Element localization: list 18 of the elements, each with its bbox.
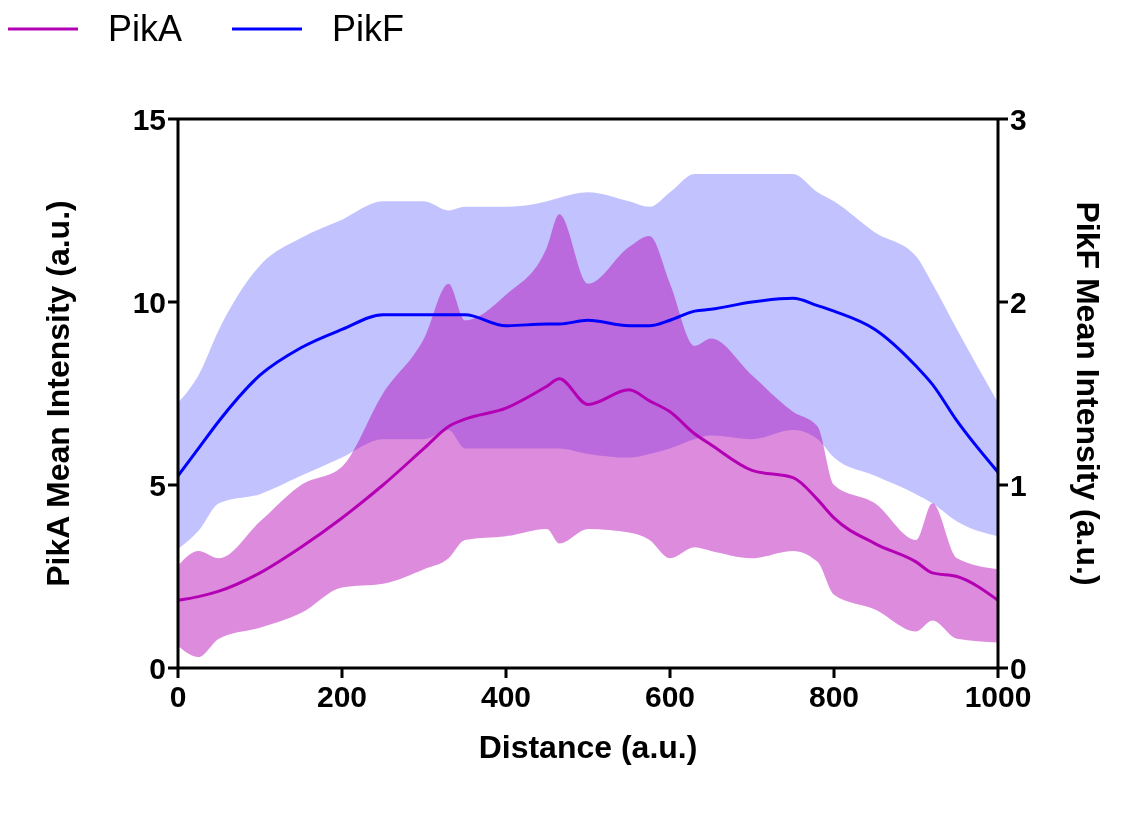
x-tick-label: 200 (316, 680, 368, 714)
y-tick-label: 15 (132, 102, 166, 136)
x-tick-label: 800 (808, 680, 860, 714)
x-tick-label: 600 (644, 680, 696, 714)
y2-tick-label: 1 (1010, 468, 1027, 502)
y-tick-label: 0 (149, 651, 166, 685)
line-series (178, 296, 998, 478)
y-axis-title: PikA Mean Intensity (a.u.) (40, 200, 77, 587)
line-series (178, 377, 998, 602)
y-tick-label: 5 (149, 468, 166, 502)
x-tick-label: 400 (480, 680, 532, 714)
x-axis-title: Distance (a.u.) (478, 729, 698, 765)
y2-tick-label: 2 (1010, 285, 1027, 319)
legend-label: PikA (108, 8, 183, 50)
y2-axis-title: PikF Mean Intensity (a.u.) (1069, 201, 1106, 586)
legend-label: PikF (332, 8, 405, 50)
y2-tick-label: 3 (1010, 102, 1027, 136)
y-tick-label: 10 (132, 285, 166, 319)
